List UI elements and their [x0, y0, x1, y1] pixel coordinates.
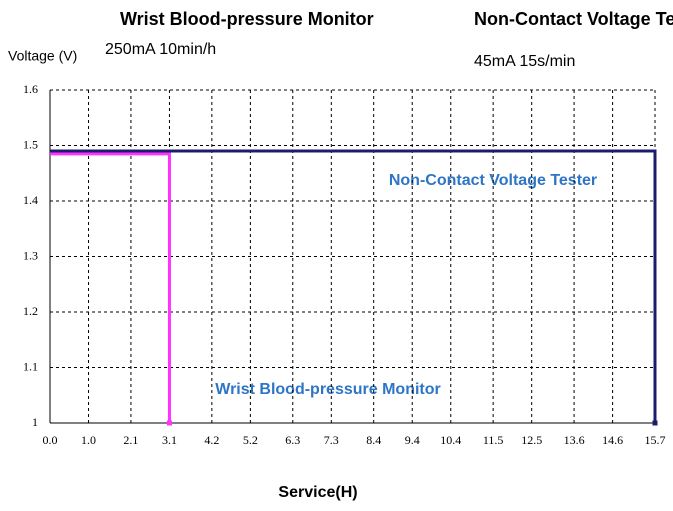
x-tick-label: 4.2	[204, 433, 219, 447]
series-header: Non-Contact Voltage Tester	[474, 9, 673, 29]
x-tick-label: 9.4	[405, 433, 420, 447]
y-tick-label: 1.5	[23, 137, 38, 151]
y-tick-label: 1.6	[23, 82, 38, 96]
series-header: Wrist Blood-pressure Monitor	[120, 9, 374, 29]
x-axis-label: Service(H)	[278, 484, 357, 501]
x-tick-label: 2.1	[123, 433, 138, 447]
x-tick-label: 10.4	[440, 433, 461, 447]
x-tick-label: 5.2	[243, 433, 258, 447]
y-tick-label: 1	[32, 415, 38, 429]
series-annotation: Wrist Blood-pressure Monitor	[215, 381, 441, 398]
x-tick-label: 13.6	[564, 433, 585, 447]
x-tick-label: 8.4	[366, 433, 381, 447]
series-line	[50, 152, 171, 423]
series-line	[50, 149, 657, 423]
x-tick-label: 7.3	[324, 433, 339, 447]
x-tick-label: 6.3	[285, 433, 300, 447]
series-load: 45mA 15s/min	[474, 53, 575, 70]
x-tick-label: 11.5	[483, 433, 504, 447]
series-load: 250mA 10min/h	[105, 41, 216, 58]
y-axis-label: Voltage (V)	[8, 48, 77, 64]
x-tick-label: 0.0	[43, 433, 58, 447]
y-tick-label: 1.3	[23, 248, 38, 262]
x-tick-label: 12.5	[521, 433, 542, 447]
series-marker	[166, 420, 172, 426]
x-tick-label: 3.1	[162, 433, 177, 447]
x-tick-label: 14.6	[602, 433, 623, 447]
series-marker	[652, 420, 658, 426]
x-tick-label: 15.7	[645, 433, 666, 447]
y-tick-label: 1.1	[23, 359, 38, 373]
y-tick-label: 1.4	[23, 193, 38, 207]
x-tick-label: 1.0	[81, 433, 96, 447]
y-tick-label: 1.2	[23, 304, 38, 318]
